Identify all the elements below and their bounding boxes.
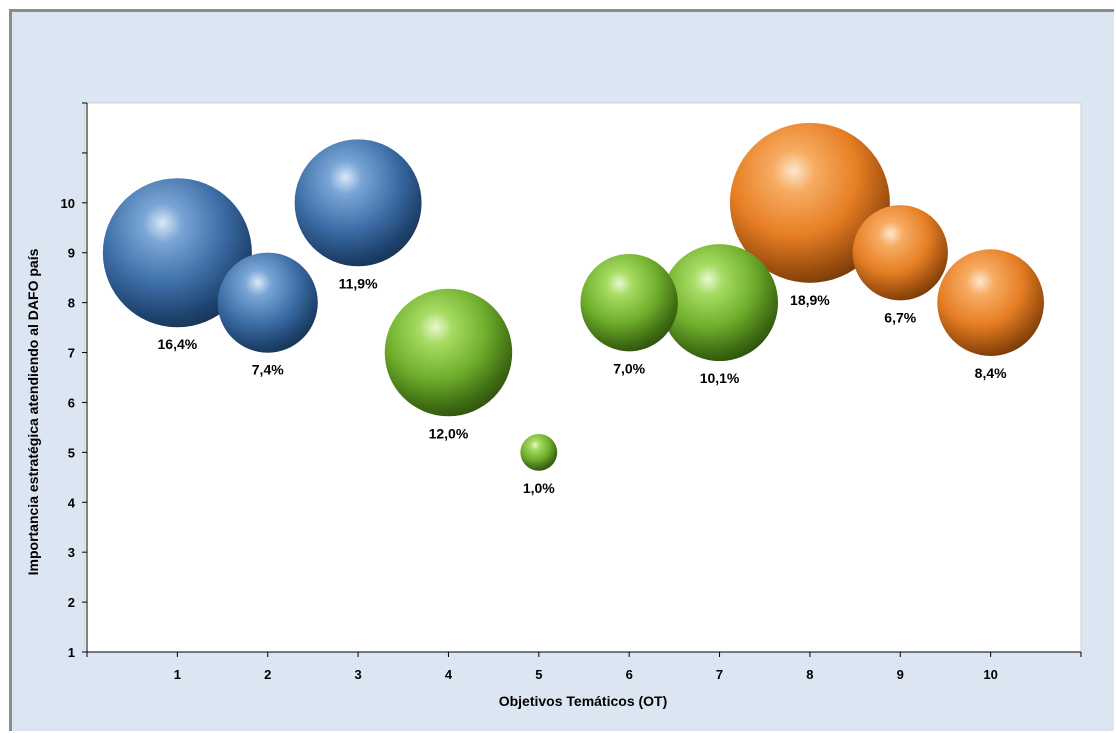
data-label-ot-6: 7,0% — [613, 360, 645, 376]
x-tick-label: 4 — [445, 667, 453, 682]
bubble-ot-4 — [384, 288, 513, 417]
bubbles — [102, 122, 1044, 471]
y-tick-label: 8 — [68, 296, 75, 311]
x-tick-label: 7 — [716, 667, 723, 682]
data-label-ot-4: 12,0% — [429, 425, 469, 441]
x-tick-label: 3 — [354, 667, 361, 682]
bubble-ot-7 — [661, 244, 779, 362]
bubble-ot-3 — [294, 139, 422, 267]
x-tick-label: 10 — [983, 667, 997, 682]
y-tick-label: 1 — [68, 645, 75, 660]
y-tick-label: 7 — [68, 346, 75, 361]
x-axis-title: Objetivos Temáticos (OT) — [499, 693, 668, 709]
y-tick-label: 4 — [68, 495, 76, 510]
data-label-ot-2: 7,4% — [252, 362, 284, 378]
data-label-ot-9: 6,7% — [884, 309, 916, 325]
y-tick-label: 6 — [68, 395, 75, 410]
bubble-ot-5 — [520, 433, 558, 471]
x-axis: 1 2 3 4 5 6 7 8 9 10 — [86, 651, 1082, 682]
x-tick-label: 9 — [897, 667, 904, 682]
data-label-ot-7: 10,1% — [700, 370, 740, 386]
data-label-ot-3: 11,9% — [339, 275, 378, 291]
data-label-ot-8: 18,9% — [790, 292, 830, 308]
y-tick-label: 9 — [68, 246, 75, 261]
bubble-ot-2 — [217, 252, 318, 353]
x-tick-label: 5 — [535, 667, 542, 682]
x-tick-label: 8 — [806, 667, 813, 682]
data-label-ot-1: 16,4% — [158, 336, 198, 352]
x-tick-label: 6 — [626, 667, 633, 682]
y-axis-title: Importancia estratégica atendiendo al DA… — [25, 248, 41, 575]
bubble-ot-6 — [580, 253, 678, 352]
y-axis: 1 2 3 4 5 6 7 8 9 10 — [61, 102, 88, 660]
data-labels: 16,4% 7,4% 11,9% 12,0% 1,0% 7,0% 10,1% 18,9% 6,7… — [158, 275, 1008, 495]
plot-area — [84, 102, 1082, 653]
data-label-ot-5: 1,0% — [523, 480, 555, 496]
bubble-ot-10 — [937, 249, 1044, 356]
bubble-ot-1 — [102, 178, 252, 328]
bubble-ot-8 — [729, 122, 890, 283]
x-tick-label: 2 — [264, 667, 271, 682]
x-tick-label: 1 — [174, 667, 181, 682]
y-tick-label: 5 — [68, 445, 75, 460]
y-tick-label: 10 — [61, 196, 75, 211]
bubble-ot-9 — [852, 205, 948, 301]
y-tick-label: 3 — [68, 545, 75, 560]
data-label-ot-10: 8,4% — [975, 365, 1007, 381]
y-tick-label: 2 — [68, 595, 75, 610]
